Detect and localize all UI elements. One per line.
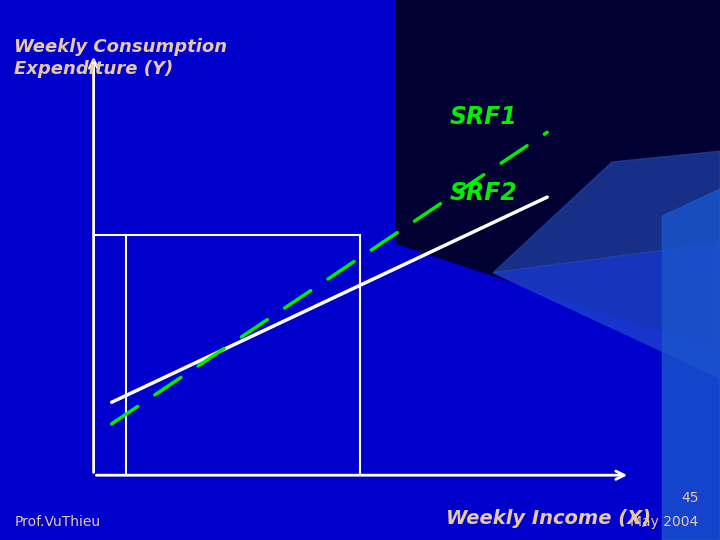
Text: 45: 45 <box>681 491 698 505</box>
Text: SRF1: SRF1 <box>450 105 518 129</box>
Text: May 2004: May 2004 <box>630 515 698 529</box>
Polygon shape <box>493 151 720 273</box>
Text: SRF2: SRF2 <box>450 181 518 205</box>
Polygon shape <box>493 243 720 378</box>
Polygon shape <box>662 189 720 540</box>
Polygon shape <box>396 0 720 351</box>
Text: Weekly Income (X): Weekly Income (X) <box>446 509 652 528</box>
Text: Weekly Consumption
Expenditure (Y): Weekly Consumption Expenditure (Y) <box>14 38 228 78</box>
Text: Prof.VuThieu: Prof.VuThieu <box>14 515 101 529</box>
